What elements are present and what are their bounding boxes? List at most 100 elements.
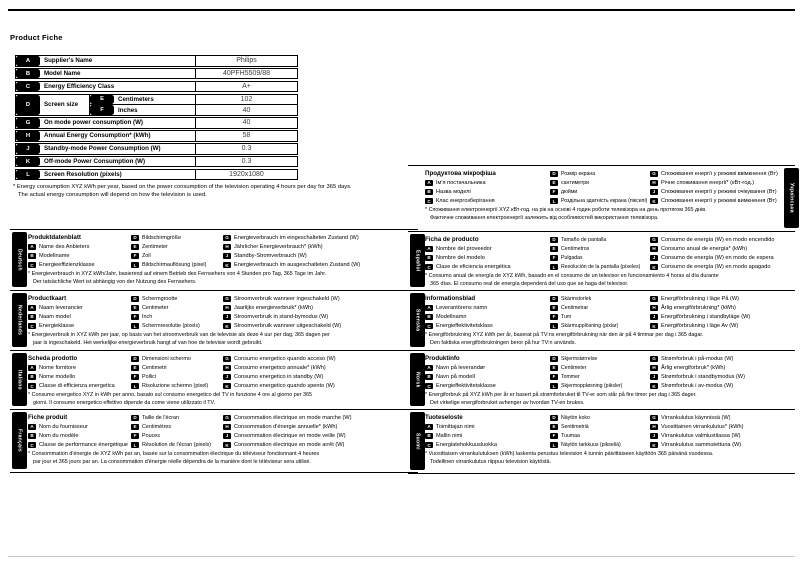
- key-badge: H: [223, 304, 231, 311]
- section-footnote: * Consommation d'énergie de XYZ kWh par …: [28, 451, 319, 467]
- section-column: G Strømforbruk i på-modus (W) H Årlig energ…: [650, 354, 793, 391]
- spec-label: Schermgrootte: [142, 295, 178, 302]
- section-column: Informationsblad A Leverantörens namn B Mode…: [425, 294, 550, 331]
- spec-row: G Consumo de energía (W) en modo encendid…: [650, 235, 793, 244]
- spec-label: Strømforbruk i på-modus (W): [661, 355, 734, 362]
- table-row: A Supplier's Name Philips: [15, 55, 298, 67]
- table-row: H Annual Energy Consumption* (kWh) 58: [15, 130, 298, 142]
- key-badge: K: [223, 442, 231, 449]
- key-badge: E: [131, 304, 139, 311]
- key-badge: C: [28, 383, 36, 390]
- row-label: Supplier's Name: [40, 56, 196, 66]
- spec-label: Ім'я постачальника: [436, 179, 486, 186]
- section-footnote: * Споживання електроенергії XYZ кВт-год.…: [425, 207, 707, 223]
- row-label: Screen size: [40, 94, 90, 115]
- spec-row: H Årlig energiforbruk* (kWh): [650, 363, 793, 372]
- language-tab: Svenska: [410, 293, 425, 347]
- section-divider: [408, 165, 795, 166]
- key-badge: G: [650, 355, 658, 362]
- spec-label: Tommer: [561, 373, 580, 380]
- section-divider: [10, 472, 418, 473]
- footnote-line: * Consommation d'énergie de XYZ kWh par …: [28, 451, 320, 457]
- key-badge: B: [28, 252, 36, 259]
- section-columns: Informationsblad A Leverantörens namn B Mode…: [425, 294, 793, 331]
- key-badge: L: [550, 442, 558, 449]
- top-rule: [8, 9, 795, 11]
- row-key-badge: H: [16, 131, 40, 141]
- row-value: 1920x1080: [229, 171, 264, 179]
- spec-label: Nom du fournisseur: [39, 423, 88, 430]
- section-column: Produktdatenblatt A Name des Anbieters B Mod…: [28, 233, 131, 270]
- key-badge: L: [550, 383, 558, 390]
- section-column: Productkaart A Naam leverancier B Naam model…: [28, 294, 131, 331]
- spec-row: G Energieverbrauch im eingeschalteten Zus…: [223, 233, 416, 242]
- spec-label: Energieverbrauch im eingeschalteten Zust…: [234, 234, 359, 241]
- key-badge: J: [650, 188, 658, 195]
- spec-label: Energieffektivitetsklass: [436, 323, 493, 330]
- page-title: Product Fiche: [10, 33, 63, 42]
- spec-row: K Virrankulutus sammutettuna (W): [650, 441, 793, 450]
- table-row: J Standby-mode Power Consumption (W) 0.3: [15, 142, 298, 155]
- spec-row: E Centimeter: [550, 363, 650, 372]
- key-badge: D: [131, 414, 139, 421]
- spec-row: L Schermresolutie (pixels): [131, 322, 223, 331]
- row-label: Energy Efficiency Class: [40, 81, 196, 92]
- section-divider: [408, 231, 795, 232]
- spec-row: L Bildschirmauflösung (pixel): [131, 261, 223, 270]
- footnote-line: * Energiforbruk på XYZ kWh per år er bas…: [425, 392, 697, 398]
- key-badge: J: [650, 432, 658, 439]
- spec-row: A Toimittajan nimi: [425, 422, 550, 431]
- key-badge: K: [650, 323, 658, 330]
- key-badge: G: [650, 170, 658, 177]
- spec-label: Senttimetriä: [561, 423, 589, 430]
- spec-row: A Ім'я постачальника: [425, 178, 550, 187]
- spec-label: Consumo de energía (W) en modo apagado: [661, 264, 771, 271]
- spec-row: C Energieffektivitetsklasse: [425, 382, 550, 391]
- spec-row: E Centimetrar: [550, 303, 650, 312]
- spec-label: Näytön tarkkuus (pikseliä): [561, 442, 621, 449]
- spec-row: D Dimensioni schermo: [131, 354, 223, 363]
- spec-row: C Clase de eficiencia energética: [425, 263, 550, 272]
- spec-label: дюйми: [561, 188, 578, 195]
- spec-row: H Consumo anual de energía* (kWh): [650, 244, 793, 253]
- spec-row: L Résolution de l'écran (pixels): [131, 441, 223, 450]
- section-columns: Productkaart A Naam leverancier B Naam model…: [28, 294, 416, 331]
- section-title: Fiche produit: [28, 414, 68, 422]
- spec-label: Stroomverbruik wanneer uitgeschakeld (W): [234, 323, 342, 330]
- spec-label: Skjermoppløsning (piksler): [561, 383, 623, 390]
- spec-row: B Naam model: [28, 312, 131, 321]
- spec-row: C Energieffektivitetsklass: [425, 322, 550, 331]
- footnote-line: * Energy consumption XYZ kWh per year, b…: [13, 184, 352, 190]
- spec-label: Energieeffizienzklasse: [39, 262, 95, 269]
- spec-label: Dimensioni schermo: [142, 355, 191, 362]
- spec-row: K Stroomverbruik wanneer uitgeschakeld (W…: [223, 322, 416, 331]
- key-badge: F: [550, 188, 558, 195]
- key-badge: K: [650, 264, 658, 271]
- spec-label: Centimeter: [142, 304, 169, 311]
- spec-label: Virrankulutus sammutettuna (W): [661, 442, 742, 449]
- spec-label: Розмір екрана: [561, 170, 596, 177]
- footnote-line: 365 días. El consumo real de energía dep…: [430, 280, 629, 287]
- spec-label: Nome fornitore: [39, 364, 76, 371]
- spec-row: D Bildschirmgröße: [131, 233, 223, 242]
- section-columns: Produktdatenblatt A Name des Anbieters B Mod…: [28, 233, 416, 270]
- key-badge: A: [28, 243, 36, 250]
- key-badge: C: [425, 323, 433, 330]
- key-badge: K: [223, 323, 231, 330]
- spec-row: K Energiförbrukning i läge Av (W): [650, 322, 793, 331]
- key-badge: L: [550, 198, 558, 205]
- spec-row: B Nome modello: [28, 372, 131, 381]
- section-columns: Ficha de producto A Nombre del proveedor B N…: [425, 235, 793, 272]
- section-columns: Fiche produit A Nom du fournisseur B Nom du …: [28, 413, 416, 450]
- spec-row: F Pollici: [131, 372, 223, 381]
- section-column: G Virrankulutus käynnissä (W) H Vuosittaine…: [650, 413, 793, 450]
- spec-label: Resolución de la pantalla (píxeles): [561, 264, 641, 271]
- spec-label: Споживання енергії у режимі очікування (…: [661, 188, 777, 195]
- section-column: G Energiförbrukning i läge På (W) H Årlig e…: [650, 294, 793, 331]
- key-badge: L: [131, 323, 139, 330]
- spec-label: Centimètres: [142, 423, 172, 430]
- key-badge: H: [650, 179, 658, 186]
- section-column: D Bildschirmgröße E Zentimeter F Zoll L Bildsch…: [131, 233, 223, 270]
- key-badge: A: [425, 423, 433, 430]
- key-badge: J: [650, 313, 658, 320]
